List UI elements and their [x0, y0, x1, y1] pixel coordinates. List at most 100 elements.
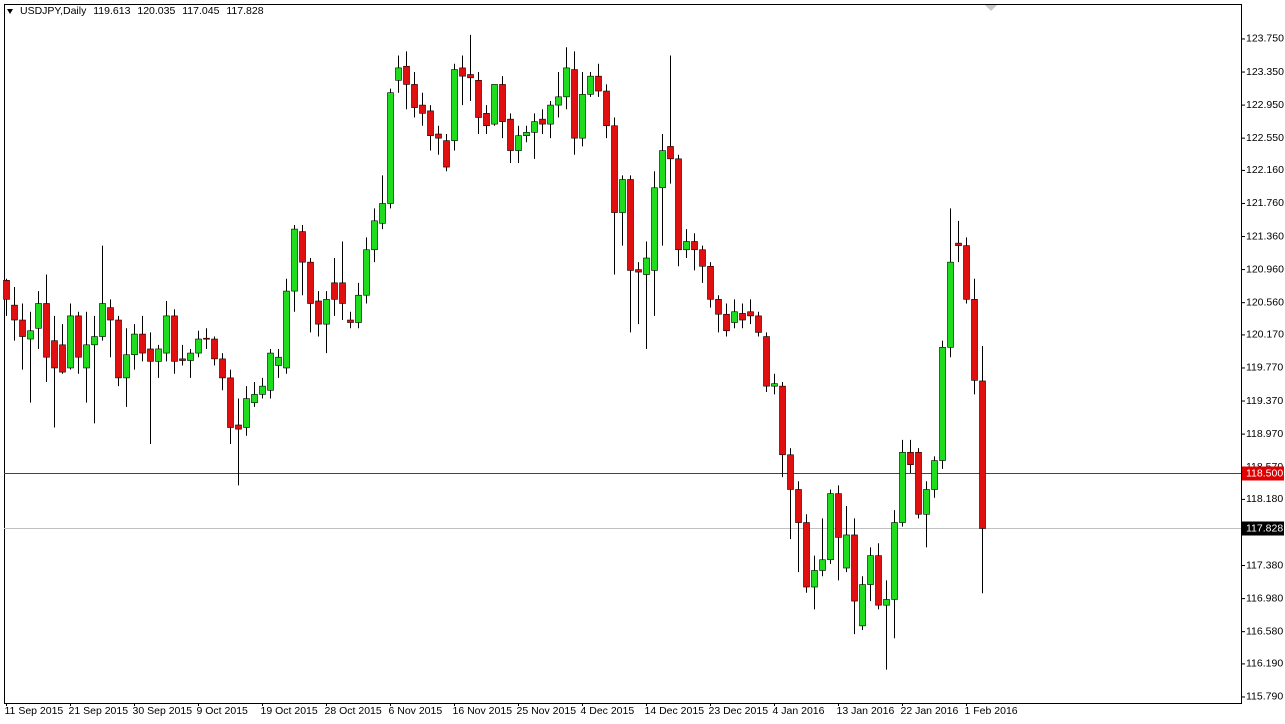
candle-body: [811, 570, 818, 588]
candle-body: [411, 84, 418, 108]
candle-body: [331, 282, 338, 300]
candle-body: [507, 118, 514, 151]
candle-body: [851, 534, 858, 602]
candle-body: [379, 203, 386, 224]
x-tick-label: 4 Dec 2015: [581, 705, 635, 717]
candle-body: [659, 150, 666, 189]
x-tick-label: 1 Feb 2016: [965, 705, 1018, 717]
y-tick-label: 122.160: [1246, 164, 1284, 176]
candle-body: [467, 74, 474, 79]
candle-body: [651, 187, 658, 271]
candle-body: [971, 299, 978, 381]
candle-body: [11, 304, 18, 321]
x-tick-label: 22 Jan 2016: [901, 705, 959, 717]
candle-body: [547, 104, 554, 125]
candle-body: [131, 333, 138, 356]
candle-body: [691, 241, 698, 251]
price-tag: [1242, 521, 1284, 536]
candle-body: [395, 67, 402, 81]
candle-body: [83, 344, 90, 369]
candle-body: [891, 522, 898, 600]
candle-body: [755, 315, 762, 333]
candle-body: [339, 282, 346, 304]
candle-body: [555, 96, 562, 106]
candle-body: [107, 307, 114, 321]
candle-body: [251, 394, 258, 403]
price-tag-label: 118.500: [1246, 467, 1283, 479]
y-tick-label: 120.170: [1246, 329, 1284, 341]
candle-body: [243, 398, 250, 428]
candle-body: [27, 330, 34, 340]
candle-body: [123, 354, 130, 379]
candle-body: [219, 358, 226, 379]
candle-body: [875, 555, 882, 606]
candle-body: [827, 493, 834, 561]
candle-body: [283, 290, 290, 369]
candle-body: [883, 599, 890, 606]
candle-body: [603, 90, 610, 127]
price-tag: [1242, 466, 1284, 481]
candle-body: [643, 257, 650, 275]
candle-body: [563, 67, 570, 98]
candle-body: [315, 300, 322, 325]
x-tick-label: 4 Jan 2016: [773, 705, 825, 717]
y-tick-label: 115.790: [1246, 691, 1283, 703]
candle-body: [539, 118, 546, 125]
x-tick-label: 23 Dec 2015: [709, 705, 769, 717]
candle-body: [139, 333, 146, 354]
candle-body: [323, 299, 330, 325]
candle-body: [979, 380, 986, 529]
last-close: 117.828: [226, 5, 264, 17]
candle-body: [355, 294, 362, 323]
symbol-menu-arrow[interactable]: [7, 9, 13, 14]
candle-body: [259, 385, 266, 395]
y-tick-label: 120.560: [1246, 296, 1284, 308]
candle-body: [99, 303, 106, 337]
candle-body: [347, 319, 354, 323]
candle-body: [947, 261, 954, 348]
candle-body: [387, 92, 394, 204]
candle-body: [515, 135, 522, 151]
candle-body: [475, 79, 482, 118]
y-tick-label: 117.380: [1246, 559, 1283, 571]
y-tick-label: 116.190: [1246, 658, 1283, 670]
candle-body: [427, 110, 434, 136]
price-tag-label: 117.828: [1246, 522, 1283, 534]
y-tick-label: 119.370: [1246, 395, 1283, 407]
candle-body: [483, 113, 490, 127]
x-tick-label: 14 Dec 2015: [645, 705, 705, 717]
symbol-title: USDJPY,Daily: [20, 5, 87, 17]
candle-body: [627, 179, 634, 271]
candle-body: [595, 75, 602, 92]
candle-body: [859, 584, 866, 627]
candle-body: [899, 451, 906, 523]
candle-body: [523, 132, 530, 136]
candle-body: [3, 280, 10, 300]
candle-body: [187, 352, 194, 361]
candle-body: [491, 84, 498, 125]
candle-body: [451, 69, 458, 141]
x-tick-label: 21 Sep 2015: [69, 705, 129, 717]
plot-frame: [4, 4, 1242, 704]
x-tick-label: 28 Oct 2015: [325, 705, 382, 717]
x-tick-label: 9 Oct 2015: [197, 705, 249, 717]
candle-body: [211, 338, 218, 360]
candle-body: [35, 303, 42, 329]
candle-body: [403, 65, 410, 85]
candle-body: [739, 313, 746, 321]
candle-body: [267, 352, 274, 391]
chart-header: USDJPY,Daily 119.613 120.035 117.045 117…: [20, 5, 268, 17]
candle-body: [611, 125, 618, 213]
candle-body: [67, 315, 74, 369]
candle-body: [307, 261, 314, 304]
candle-body: [299, 231, 306, 263]
candle-body: [155, 348, 162, 362]
candle-body: [291, 228, 298, 292]
candle-body: [667, 146, 674, 160]
y-tick-label: 116.980: [1246, 592, 1283, 604]
candle-body: [59, 344, 66, 373]
x-tick-label: 25 Nov 2015: [517, 705, 577, 717]
last-high: 120.035: [137, 5, 176, 17]
y-tick-label: 122.550: [1246, 132, 1284, 144]
candle-body: [787, 454, 794, 490]
